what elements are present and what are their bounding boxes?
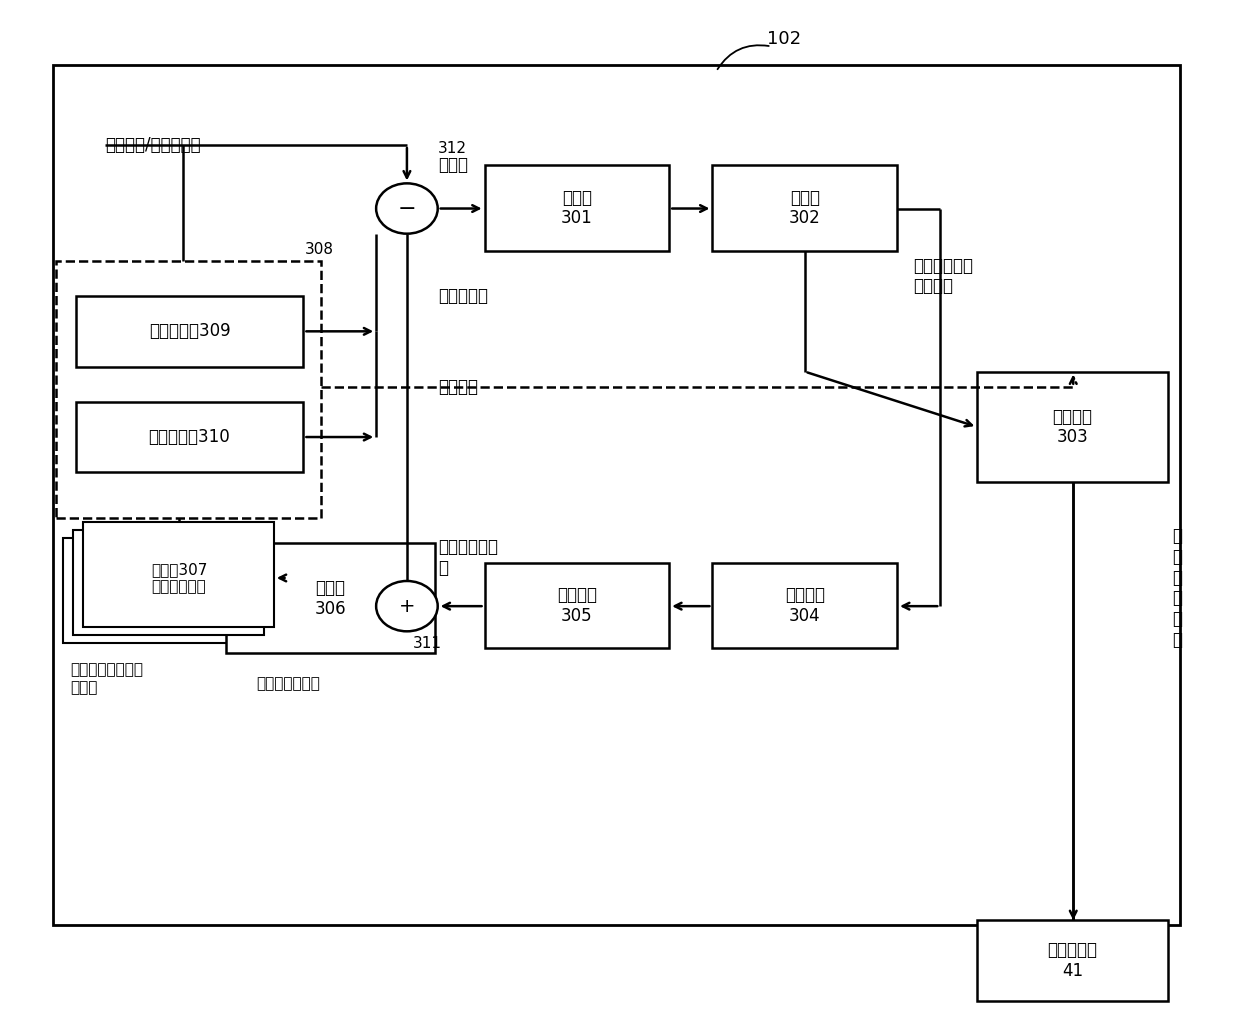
Text: +: +: [399, 597, 415, 616]
Text: 反量化器
304: 反量化器 304: [785, 587, 825, 625]
Bar: [977, 921, 1168, 1001]
Text: 311: 311: [413, 636, 443, 651]
Circle shape: [376, 581, 438, 631]
Circle shape: [376, 184, 438, 233]
Text: 残差块: 残差块: [438, 156, 467, 175]
Text: 语法元素: 语法元素: [438, 378, 477, 396]
Text: 312: 312: [438, 141, 466, 155]
Text: 量化器
302: 量化器 302: [789, 189, 821, 227]
Bar: [712, 165, 897, 251]
Text: −: −: [398, 199, 417, 218]
Text: 308: 308: [305, 243, 334, 257]
Bar: [76, 296, 304, 366]
Text: 预测图像块: 预测图像块: [438, 287, 487, 306]
Text: 帧内预测器309: 帧内预测器309: [149, 323, 231, 340]
Bar: [485, 165, 670, 251]
Text: 熵编码器
303: 熵编码器 303: [1053, 408, 1092, 447]
Bar: [83, 522, 274, 627]
Bar: [73, 530, 264, 635]
Bar: [63, 538, 254, 644]
Text: 存储器307
（参考图像）: 存储器307 （参考图像）: [151, 561, 207, 594]
Text: 102: 102: [766, 30, 801, 49]
Text: 反变换器
305: 反变换器 305: [557, 587, 596, 625]
Bar: [977, 371, 1168, 482]
Text: 帧间预测器310: 帧间预测器310: [149, 428, 231, 446]
Text: 后处理实体
41: 后处理实体 41: [1048, 941, 1097, 979]
Bar: [226, 543, 435, 654]
Text: 滤波器
306: 滤波器 306: [315, 579, 346, 617]
Bar: [485, 563, 670, 649]
Text: 经重建的图像块: 经重建的图像块: [257, 676, 320, 691]
Text: 解码出的残差
块: 解码出的残差 块: [438, 538, 497, 578]
Text: 经量化的残差
变换系数: 经量化的残差 变换系数: [913, 257, 973, 295]
Text: 视频数据/视频图像块: 视频数据/视频图像块: [105, 136, 201, 154]
Bar: [712, 563, 897, 649]
Text: 编
码
后
的
码
流: 编 码 后 的 码 流: [1172, 527, 1182, 649]
Text: 过滤后、经重建的
图像块: 过滤后、经重建的 图像块: [71, 663, 144, 695]
Bar: [76, 402, 304, 472]
Bar: [53, 65, 1180, 926]
Bar: [56, 261, 321, 518]
Text: 变换器
301: 变换器 301: [560, 189, 593, 227]
